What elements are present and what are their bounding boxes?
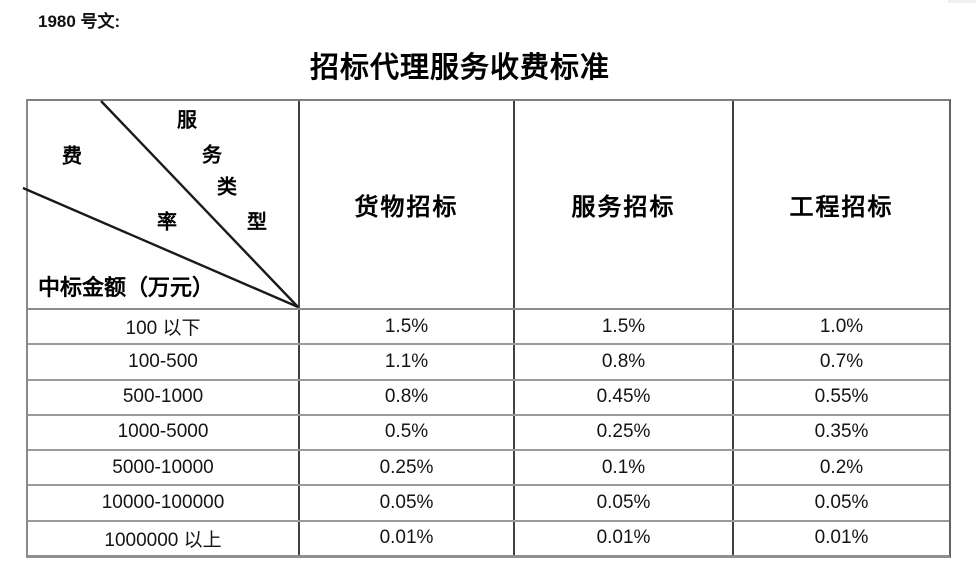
corner-header-cell: 服 务 类 型 费 率 中标金额（万元） (22, 100, 300, 309)
corner-rate-char: 率 (157, 211, 177, 234)
table-row: 100-500 1.1% 0.8% 0.7% (28, 345, 949, 381)
goods-rate-cell: 0.05% (300, 486, 515, 520)
table-row: 500-1000 0.8% 0.45% 0.55% (28, 380, 949, 416)
services-rate-cell: 0.25% (515, 415, 734, 450)
goods-rate-cell: 1.5% (300, 310, 515, 344)
amount-cell: 100 以下 (28, 310, 300, 344)
doc-number: 1980 号文: (38, 12, 121, 31)
goods-rate-cell: 0.5% (300, 415, 515, 450)
amount-cell: 1000000 以上 (28, 521, 300, 555)
fee-standard-table: 服 务 类 型 费 率 中标金额（万元） 货物招标 服务招标 工程招标 100 … (22, 99, 951, 558)
services-rate-cell: 1.5% (515, 310, 734, 344)
services-rate-cell: 0.01% (515, 521, 734, 555)
table-header-row: 服 务 类 型 费 率 中标金额（万元） 货物招标 服务招标 工程招标 (22, 100, 949, 310)
corner-service-type-char: 务 (202, 144, 222, 167)
works-rate-cell: 0.05% (814, 492, 869, 514)
works-rate-cell: 0.2% (819, 456, 864, 478)
amount-cell: 100-500 (28, 345, 300, 379)
column-header-services: 服务招标 (515, 101, 734, 308)
table-row: 1000-5000 0.5% 0.25% 0.35% (28, 415, 949, 452)
table-row: 100 以下 1.5% 1.5% 1.0% (28, 310, 949, 346)
corner-rate-char: 费 (62, 145, 82, 168)
amount-cell: 500-1000 (28, 380, 300, 414)
table-row: 10000-100000 0.05% 0.05% 0.05% (28, 486, 949, 522)
services-rate-cell: 0.8% (515, 345, 734, 379)
amount-axis-label: 中标金额（万元） (38, 275, 215, 300)
services-rate-cell: 0.05% (515, 486, 734, 520)
amount-cell: 5000-10000 (28, 451, 300, 485)
column-header-works: 工程招标 (789, 195, 894, 221)
amount-cell: 10000-100000 (28, 486, 300, 520)
goods-rate-cell: 0.8% (300, 380, 515, 414)
works-rate-cell: 0.35% (814, 421, 869, 443)
amount-cell: 1000-5000 (28, 415, 300, 450)
table-row: 5000-10000 0.25% 0.1% 0.2% (28, 451, 949, 487)
page-edge-artifact (948, 0, 976, 3)
column-header-goods: 货物招标 (300, 101, 515, 308)
corner-service-type-char: 型 (247, 211, 267, 234)
services-rate-cell: 0.45% (515, 380, 734, 414)
works-rate-cell: 0.7% (819, 350, 864, 372)
works-rate-cell: 0.55% (814, 386, 869, 408)
works-rate-cell: 1.0% (819, 315, 864, 337)
goods-rate-cell: 1.1% (300, 345, 515, 379)
works-rate-cell: 0.01% (814, 527, 869, 549)
page-title: 招标代理服务收费标准 (309, 52, 610, 84)
corner-service-type-char: 服 (177, 109, 197, 132)
diagonal-divider-lines (22, 100, 299, 309)
table-row: 1000000 以上 0.01% 0.01% 0.01% (28, 521, 949, 555)
corner-service-type-char: 类 (217, 176, 237, 199)
goods-rate-cell: 0.01% (300, 521, 515, 555)
goods-rate-cell: 0.25% (300, 451, 515, 485)
services-rate-cell: 0.1% (515, 451, 734, 485)
